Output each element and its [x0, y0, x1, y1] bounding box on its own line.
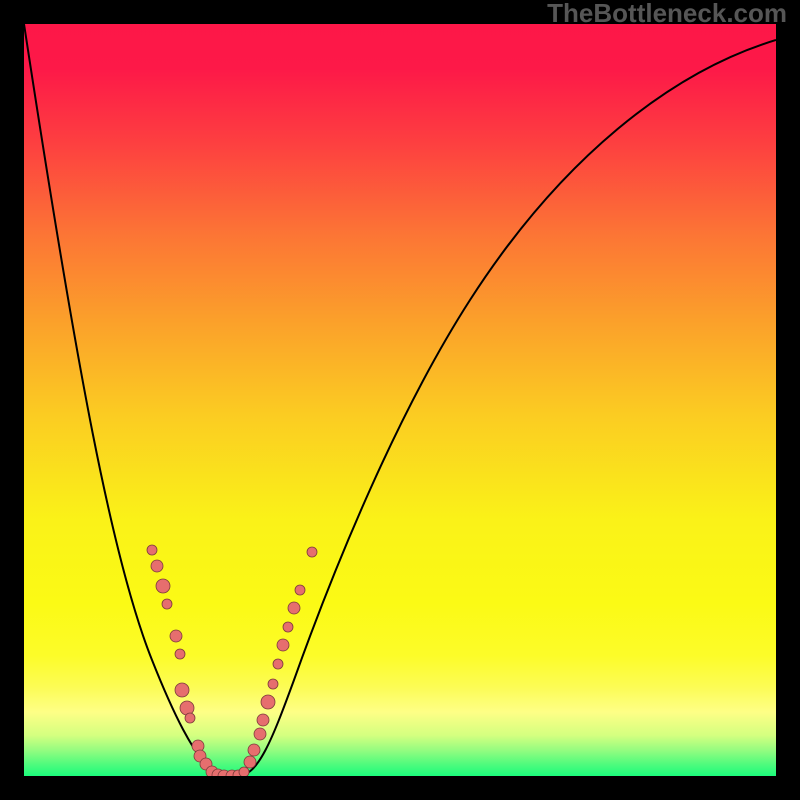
scatter-point [239, 767, 249, 777]
scatter-point [180, 701, 194, 715]
scatter-point [273, 659, 283, 669]
scatter-point [151, 560, 163, 572]
chart-svg [0, 0, 800, 800]
scatter-point [307, 547, 317, 557]
watermark-text: TheBottleneck.com [547, 0, 787, 29]
scatter-point [147, 545, 157, 555]
scatter-point [288, 602, 300, 614]
scatter-point [283, 622, 293, 632]
scatter-point [277, 639, 289, 651]
scatter-point [175, 649, 185, 659]
scatter-point [244, 756, 256, 768]
scatter-point [261, 695, 275, 709]
scatter-point [254, 728, 266, 740]
scatter-point [185, 713, 195, 723]
scatter-point [156, 579, 170, 593]
scatter-point [268, 679, 278, 689]
scatter-point [162, 599, 172, 609]
chart-frame: TheBottleneck.com [0, 0, 800, 800]
scatter-point [248, 744, 260, 756]
scatter-point [170, 630, 182, 642]
scatter-point [175, 683, 189, 697]
plot-background [24, 24, 776, 776]
scatter-point [295, 585, 305, 595]
scatter-point [257, 714, 269, 726]
